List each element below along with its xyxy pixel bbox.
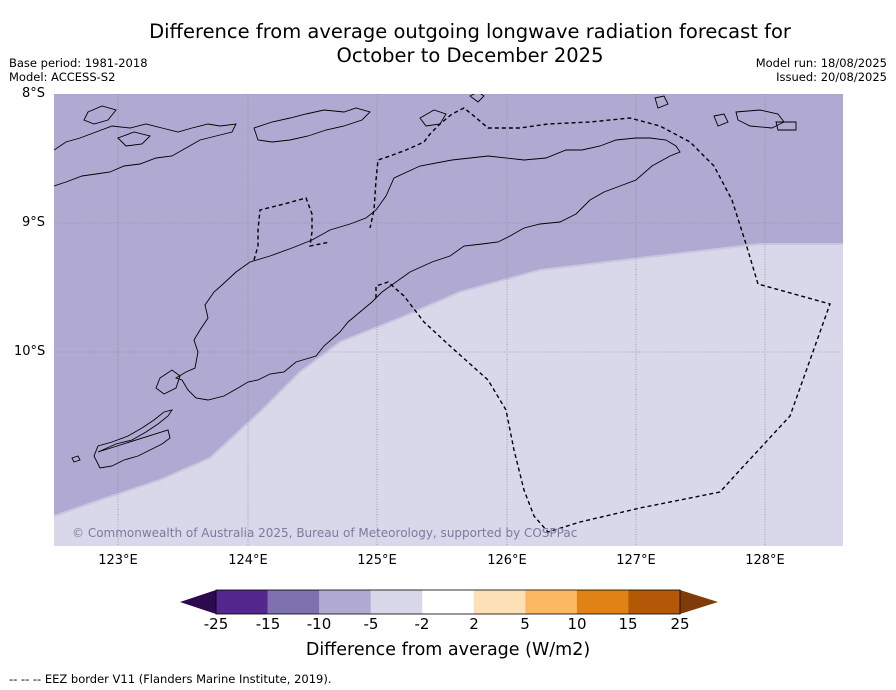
lon-label-124e: 124°E xyxy=(228,553,268,568)
model-run: Model run: 18/08/2025 xyxy=(755,56,887,70)
colorbar-tick-label: 5 xyxy=(520,615,530,633)
colorbar-segment xyxy=(370,590,423,614)
eez-legend-note: -- -- -- EEZ border V11 (Flanders Marine… xyxy=(9,672,332,686)
flores-coastline xyxy=(54,123,237,187)
lat-label-10s: 10°S xyxy=(14,344,46,359)
colorbar-tick-label: 2 xyxy=(469,615,479,633)
alor-coastline xyxy=(83,105,117,125)
colorbar-segment xyxy=(473,590,526,614)
meta-left: Base period: 1981-2018 Model: ACCESS-S2 xyxy=(9,56,148,84)
model-name: Model: ACCESS-S2 xyxy=(9,70,116,84)
rote-coastline xyxy=(93,409,174,469)
lon-label-125e: 125°E xyxy=(357,553,397,568)
colorbar-tick-label: 25 xyxy=(670,615,690,633)
colorbar xyxy=(180,589,718,615)
map-panel xyxy=(54,94,843,546)
colorbar-segment xyxy=(525,590,578,614)
title-line-1: Difference from average outgoing longwav… xyxy=(149,20,791,43)
sumba-coastline xyxy=(155,369,181,395)
island-2 xyxy=(117,131,151,147)
colorbar-tick-label: -2 xyxy=(414,615,430,633)
eez-oecusse xyxy=(253,197,331,261)
colorbar-tick-label: -5 xyxy=(363,615,379,633)
gridlines xyxy=(54,94,843,546)
colorbar-segment xyxy=(319,590,371,614)
colorbar-tick-label: -25 xyxy=(203,615,229,633)
timor-coastline xyxy=(174,137,681,401)
lon-label-123e: 123°E xyxy=(98,553,138,568)
eez-main xyxy=(369,107,831,533)
island-8 xyxy=(775,121,797,131)
issued-date: Issued: 20/08/2025 xyxy=(776,70,887,84)
colorbar-segment xyxy=(628,590,681,614)
colorbar-title: Difference from average (W/m2) xyxy=(305,640,591,660)
colorbar-segment xyxy=(216,590,268,614)
island-5 xyxy=(654,95,669,109)
title-line-2: October to December 2025 xyxy=(336,44,604,67)
meta-right: Model run: 18/08/2025 Issued: 20/08/2025 xyxy=(756,56,887,84)
eez-border xyxy=(253,107,831,533)
colorbar-extend-low xyxy=(180,590,216,614)
island-6 xyxy=(735,109,785,129)
zone-dark xyxy=(54,94,843,516)
lon-label-126e: 126°E xyxy=(487,553,527,568)
lon-label-128e: 128°E xyxy=(745,553,785,568)
island-7 xyxy=(713,113,729,127)
colorbar-extend-high xyxy=(680,590,718,614)
colorbar-segments xyxy=(216,590,681,614)
colorbar-segment xyxy=(422,590,475,614)
colorbar-tick-label: 10 xyxy=(567,615,587,633)
colorbar-outline xyxy=(215,589,681,615)
colorbar-tick-label: 15 xyxy=(618,615,638,633)
island-4 xyxy=(469,94,485,103)
base-period: Base period: 1981-2018 xyxy=(9,56,148,70)
colorbar-tick-label: -15 xyxy=(255,615,281,633)
lat-label-9s: 9°S xyxy=(22,215,46,230)
island-9 xyxy=(71,455,81,463)
colorbar-segment xyxy=(267,590,320,614)
lat-label-8s: 8°S xyxy=(22,86,46,101)
wetar-coastline xyxy=(253,107,371,143)
colorbar-segment xyxy=(576,590,629,614)
island-3 xyxy=(419,109,447,127)
colorbar-tick-label: -10 xyxy=(306,615,332,633)
zone-boundary xyxy=(54,243,843,517)
lon-label-127e: 127°E xyxy=(616,553,656,568)
copyright-credit: © Commonwealth of Australia 2025, Bureau… xyxy=(72,526,578,540)
coastlines xyxy=(54,94,797,469)
chart-title: Difference from average outgoing longwav… xyxy=(110,20,830,68)
